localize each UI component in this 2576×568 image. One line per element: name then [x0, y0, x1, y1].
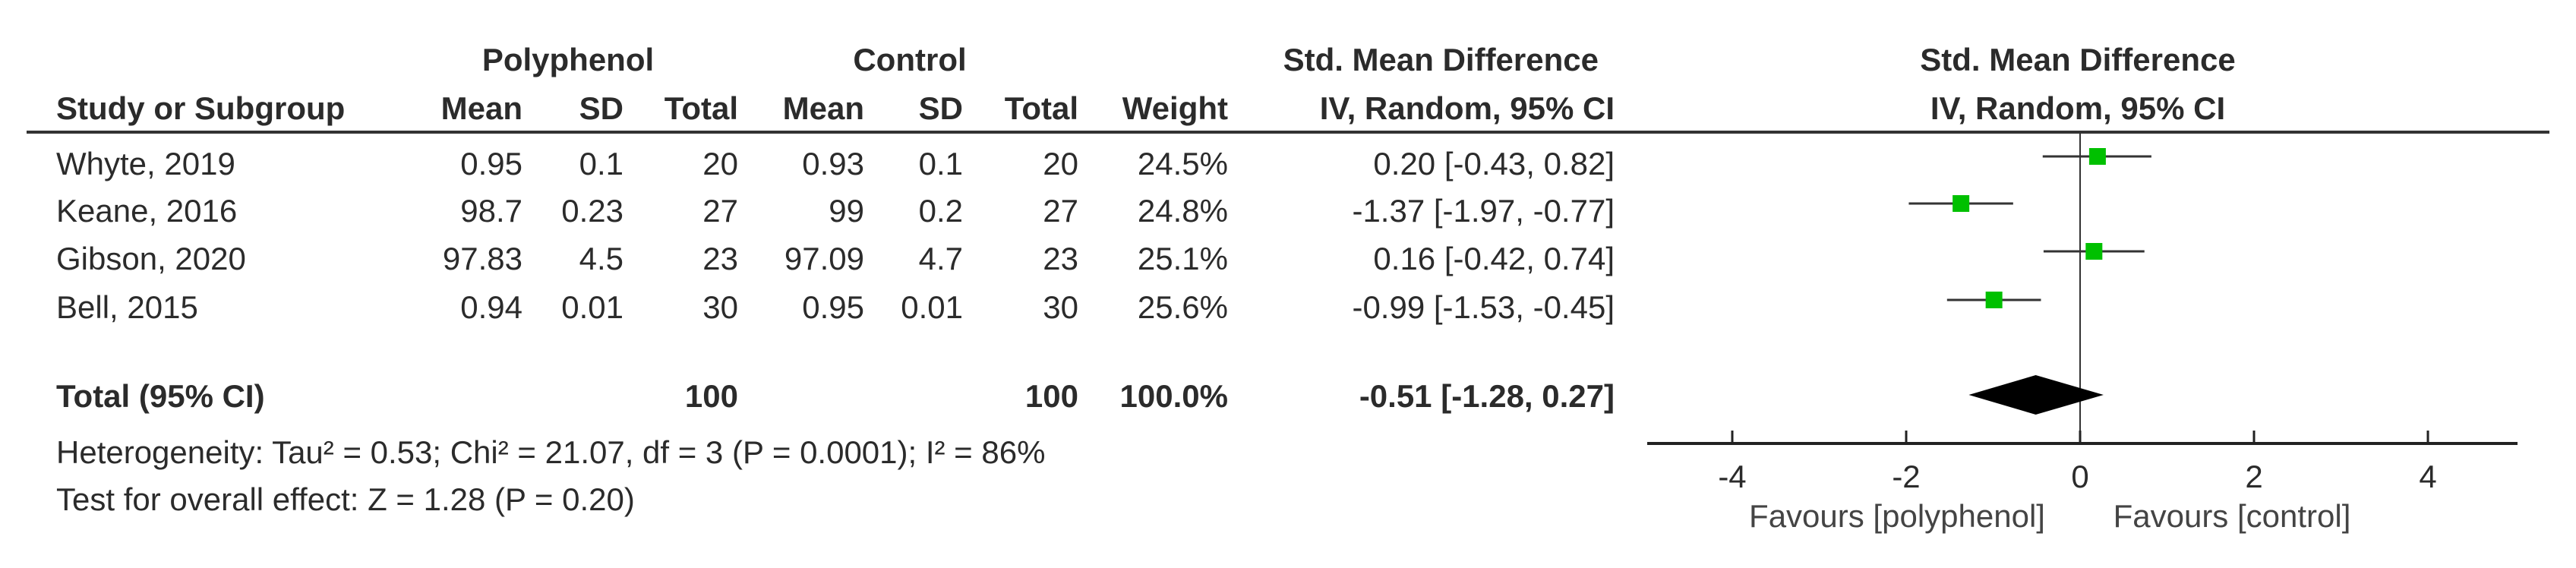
total-polyphenol-n: 100 [684, 378, 738, 414]
total-weight: 100.0% [1119, 378, 1228, 414]
column-header-polyphenol-total: Total [664, 90, 738, 126]
weight: 24.5% [1137, 146, 1228, 181]
column-header-polyphenol-mean: Mean [440, 90, 522, 126]
x-tick-label: -4 [1718, 459, 1747, 494]
control-total: 23 [1043, 241, 1078, 276]
weight: 25.6% [1137, 289, 1228, 325]
total-ci: -0.51 [-1.28, 0.27] [1359, 378, 1615, 414]
control-total: 27 [1043, 193, 1078, 229]
polyphenol-mean: 0.94 [460, 289, 522, 325]
x-tick-label: -2 [1892, 459, 1921, 494]
favours-left-label: Favours [polyphenol] [1749, 498, 2045, 534]
polyphenol-sd: 4.5 [579, 241, 623, 276]
effect-ci: -0.99 [-1.53, -0.45] [1352, 289, 1615, 325]
plot-header-method: IV, Random, 95% CI [1930, 90, 2226, 126]
weight: 25.1% [1137, 241, 1228, 276]
study-marker [2088, 148, 2106, 165]
control-sd: 0.2 [918, 193, 963, 229]
control-sd: 4.7 [918, 241, 963, 276]
polyphenol-sd: 0.01 [561, 289, 623, 325]
total-label: Total (95% CI) [56, 378, 265, 414]
effect-ci: -1.37 [-1.97, -0.77] [1352, 193, 1615, 229]
column-header-control-sd: SD [918, 90, 963, 126]
study-name: Bell, 2015 [56, 289, 198, 325]
overall-effect-text: Test for overall effect: Z = 1.28 (P = 0… [56, 481, 635, 517]
effect-header-title: Std. Mean Difference [1283, 42, 1599, 77]
column-header-weight: Weight [1122, 90, 1228, 126]
control-mean: 0.93 [802, 146, 864, 181]
control-mean: 97.09 [784, 241, 864, 276]
plot-header-title: Std. Mean Difference [1920, 42, 2236, 77]
column-header-study: Study or Subgroup [56, 90, 346, 126]
total-control-n: 100 [1024, 378, 1078, 414]
group-header-polyphenol: Polyphenol [481, 42, 655, 77]
effect-ci: 0.20 [-0.43, 0.82] [1373, 146, 1615, 181]
polyphenol-total: 30 [702, 289, 738, 325]
control-sd: 0.1 [918, 146, 963, 181]
polyphenol-mean: 97.83 [442, 241, 522, 276]
polyphenol-mean: 98.7 [460, 193, 522, 229]
study-marker [1985, 292, 2003, 308]
control-mean: 0.95 [802, 289, 864, 325]
heterogeneity-text: Heterogeneity: Tau² = 0.53; Chi² = 21.07… [56, 434, 1046, 470]
control-total: 30 [1043, 289, 1078, 325]
control-total: 20 [1043, 146, 1078, 181]
x-tick-label: 2 [2245, 459, 2263, 494]
weight: 24.8% [1137, 193, 1228, 229]
x-tick-label: 4 [2419, 459, 2437, 494]
polyphenol-mean: 0.95 [460, 146, 522, 181]
pooled-diamond [1968, 375, 2104, 415]
column-header-control-total: Total [1004, 90, 1078, 126]
polyphenol-sd: 0.1 [579, 146, 623, 181]
study-marker [2085, 243, 2103, 260]
control-sd: 0.01 [901, 289, 963, 325]
polyphenol-total: 23 [702, 241, 738, 276]
effect-header-method: IV, Random, 95% CI [1319, 90, 1615, 126]
polyphenol-total: 20 [702, 146, 738, 181]
column-header-control-mean: Mean [782, 90, 864, 126]
favours-right-label: Favours [control] [2113, 498, 2351, 534]
study-marker [1953, 195, 1970, 212]
study-name: Gibson, 2020 [56, 241, 246, 276]
x-tick-label: 0 [2071, 459, 2089, 494]
polyphenol-total: 27 [702, 193, 738, 229]
study-name: Keane, 2016 [56, 193, 238, 229]
control-mean: 99 [829, 193, 864, 229]
effect-ci: 0.16 [-0.42, 0.74] [1373, 241, 1615, 276]
study-name: Whyte, 2019 [56, 146, 235, 181]
polyphenol-sd: 0.23 [561, 193, 623, 229]
group-header-control: Control [853, 42, 967, 77]
column-header-polyphenol-sd: SD [579, 90, 623, 126]
